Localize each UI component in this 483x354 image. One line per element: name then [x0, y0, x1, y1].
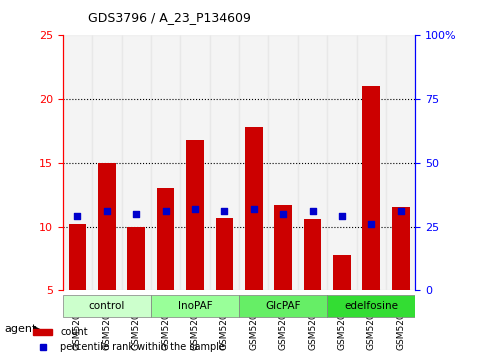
Bar [245, 127, 263, 290]
Text: agent: agent [5, 324, 37, 334]
Bar [151, 35, 180, 290]
Bar [239, 35, 269, 290]
Bar [304, 219, 321, 290]
Bar [63, 35, 92, 290]
Bar [69, 224, 86, 290]
Point [132, 211, 140, 217]
Bar [386, 35, 415, 290]
Text: control: control [89, 301, 125, 311]
Bar [186, 140, 204, 290]
Bar [298, 35, 327, 290]
Bar [122, 35, 151, 290]
Bar [269, 35, 298, 290]
Point [368, 221, 375, 227]
Bar [327, 35, 356, 290]
Bar [157, 188, 174, 290]
Point [309, 209, 316, 214]
Point [162, 209, 170, 214]
Bar [356, 35, 386, 290]
Point [279, 211, 287, 217]
Bar [180, 35, 210, 290]
Bar [92, 35, 122, 290]
Legend: count, percentile rank within the sample: count, percentile rank within the sample [29, 324, 229, 354]
Point [397, 209, 405, 214]
Bar [215, 218, 233, 290]
Bar [392, 207, 410, 290]
Point [221, 209, 228, 214]
Text: edelfosine: edelfosine [344, 301, 398, 311]
Text: ▶: ▶ [34, 324, 43, 334]
FancyBboxPatch shape [327, 295, 415, 318]
Point [338, 213, 346, 219]
FancyBboxPatch shape [239, 295, 327, 318]
FancyBboxPatch shape [63, 295, 151, 318]
Point [73, 213, 81, 219]
Bar [210, 35, 239, 290]
Text: InoPAF: InoPAF [178, 301, 213, 311]
Text: GDS3796 / A_23_P134609: GDS3796 / A_23_P134609 [87, 11, 251, 24]
Text: GlcPAF: GlcPAF [266, 301, 301, 311]
Point [250, 206, 257, 212]
Bar [274, 205, 292, 290]
FancyBboxPatch shape [151, 295, 239, 318]
Bar [362, 86, 380, 290]
Point [103, 209, 111, 214]
Bar [128, 227, 145, 290]
Bar [333, 255, 351, 290]
Point [191, 206, 199, 212]
Bar [98, 163, 116, 290]
